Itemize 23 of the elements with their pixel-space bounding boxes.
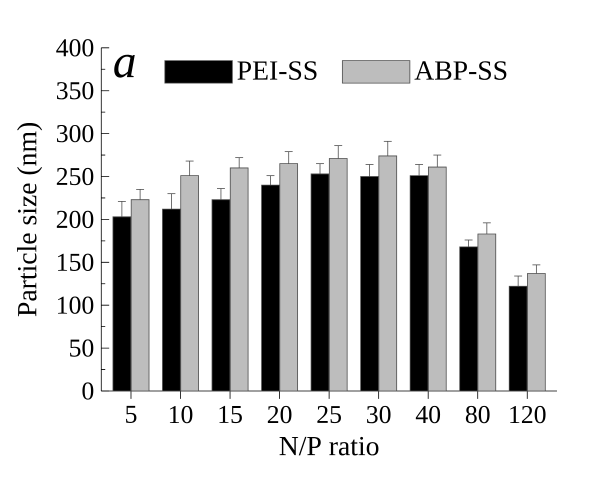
x-tick-label: 120: [510, 406, 546, 424]
y-tick-label: 0: [82, 382, 94, 400]
y-tick-label: 150: [58, 254, 94, 271]
y-tick-label: 100: [58, 296, 94, 314]
x-tick-label: 10: [170, 406, 192, 424]
y-tick-label: 350: [56, 82, 94, 100]
x-tick-label: 30: [367, 406, 391, 424]
y-axis-title: Particle size (nm): [17, 122, 42, 316]
x-tick-label: 20: [268, 406, 292, 424]
y-tick-label: 50: [70, 339, 94, 357]
x-tick-label: 40: [416, 406, 440, 424]
y-tick-label: 400: [56, 39, 94, 56]
x-tick-label: 25: [317, 406, 341, 424]
x-tick-label: 5: [126, 406, 136, 423]
x-tick-label: 80: [466, 406, 490, 424]
y-tick-label: 300: [56, 124, 94, 142]
x-axis-title: N/P ratio: [280, 436, 378, 456]
y-tick-label: 250: [56, 168, 94, 186]
legend-label: ABP-SS: [414, 61, 506, 80]
y-tick-label: 200: [56, 210, 94, 228]
x-tick-label: 15: [219, 406, 242, 424]
annotation: a: [114, 54, 135, 78]
legend-label: PEI-SS: [238, 61, 317, 80]
